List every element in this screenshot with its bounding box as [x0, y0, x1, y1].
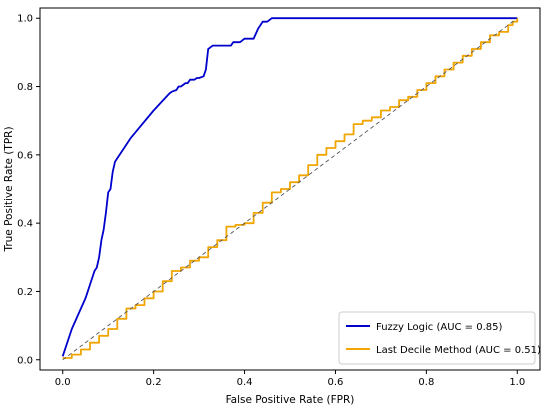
y-tick-label: 0.4: [17, 219, 33, 230]
y-tick-label: 0.8: [17, 82, 33, 93]
x-tick-label: 0.6: [328, 377, 344, 388]
chance-diagonal-line: [62, 17, 518, 361]
y-ticks: 0.0 0.2 0.4 0.6 0.8 1.0: [17, 14, 40, 366]
x-tick-label: 0.4: [237, 377, 253, 388]
y-tick-label: 0.2: [17, 287, 33, 298]
legend-box: [338, 311, 536, 365]
legend: Fuzzy Logic (AUC = 0.85) Last Decile Met…: [338, 311, 541, 365]
x-ticks: 0.0 0.2 0.4 0.6 0.8 1.0: [55, 370, 525, 388]
x-tick-label: 0.8: [418, 377, 434, 388]
legend-label-last-decile: Last Decile Method (AUC = 0.51): [376, 345, 541, 356]
x-tick-label: 0.2: [146, 377, 162, 388]
x-tick-label: 0.0: [55, 377, 71, 388]
y-tick-label: 0.6: [17, 150, 33, 161]
legend-label-fuzzy-logic: Fuzzy Logic (AUC = 0.85): [376, 322, 503, 333]
y-tick-label: 1.0: [17, 14, 33, 25]
x-tick-label: 1.0: [509, 377, 525, 388]
y-tick-label: 0.0: [17, 355, 33, 366]
series-layer: [61, 17, 519, 361]
series-line-0: [61, 17, 518, 357]
y-axis-label: True Positive Rate (TPR): [3, 126, 15, 252]
x-axis-label: False Positive Rate (FPR): [226, 394, 355, 406]
